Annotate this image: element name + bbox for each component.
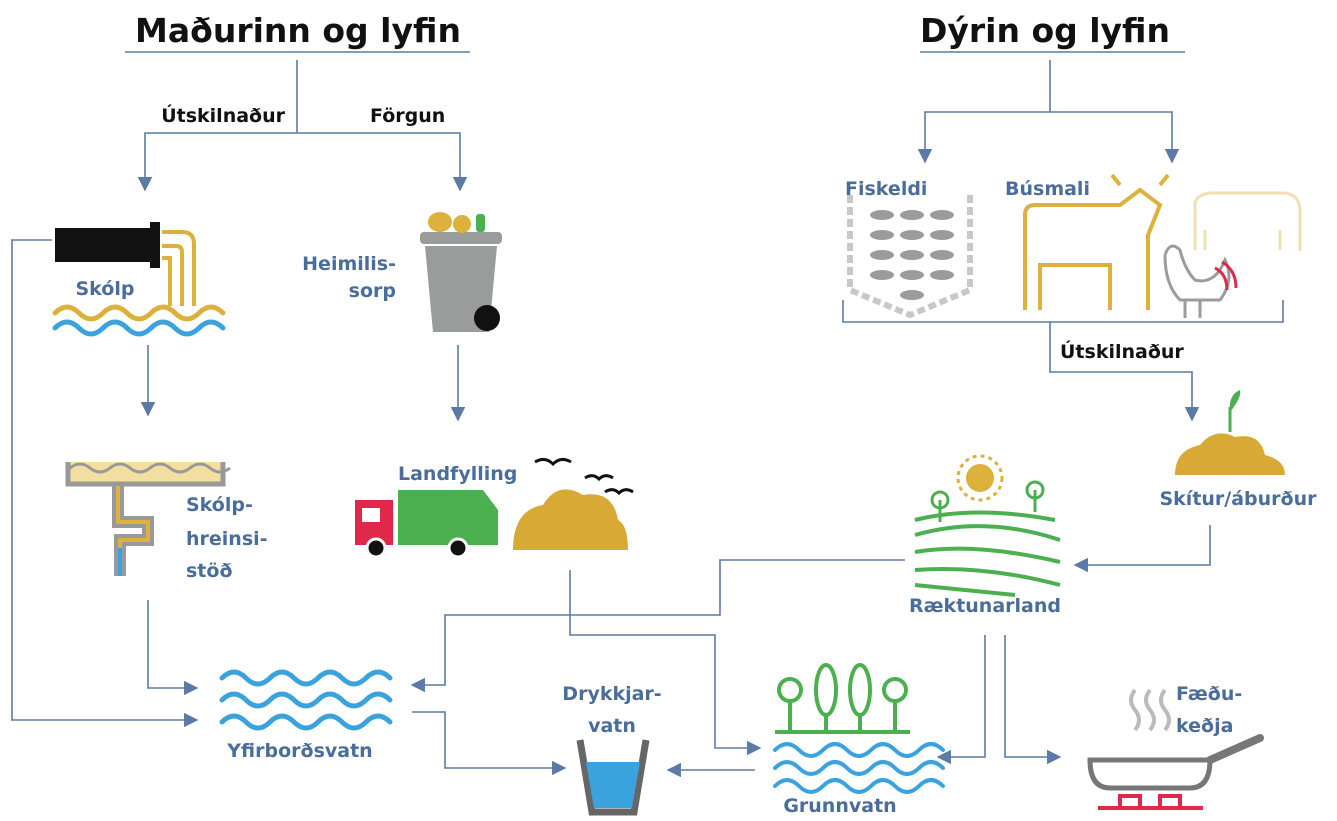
pipe (118, 486, 148, 576)
bin-wheel (474, 305, 500, 331)
pan-handle (1210, 738, 1260, 760)
wave (222, 716, 390, 728)
node-label: Búsmali (1005, 178, 1090, 200)
stems (940, 490, 1035, 522)
bag (428, 212, 452, 232)
pan (1090, 760, 1210, 788)
arrow (1050, 322, 1192, 420)
wheel (449, 539, 467, 557)
rooster (1165, 246, 1229, 318)
arrow (148, 600, 197, 688)
landfill-mound (513, 489, 628, 550)
title: Maðurinn og lyfin (135, 11, 461, 50)
farmland-icon (915, 456, 1060, 595)
connectors (12, 60, 1283, 770)
arrow (925, 112, 1050, 162)
drinking-water-icon (580, 740, 646, 812)
edge-label: Útskilnaður (1060, 339, 1184, 363)
wave (55, 322, 223, 334)
arrow (145, 133, 297, 190)
stove (1098, 796, 1203, 808)
pipe-flange (150, 222, 160, 268)
fish-school (870, 210, 954, 300)
node-label: hreinsi- (186, 528, 268, 550)
wave (775, 762, 943, 774)
wave (55, 307, 223, 319)
arrow (938, 635, 985, 757)
node-label: keðja (1176, 715, 1233, 737)
node-label: Grunnvatn (783, 795, 896, 817)
manure-heap (1175, 433, 1285, 475)
steam (1131, 690, 1169, 730)
node-label: Skólp- (186, 494, 253, 516)
diagram: Maðurinn og lyfin Dýrin og lyfin Útskiln… (0, 0, 1337, 821)
node-label: Skítur/áburður (1159, 488, 1317, 510)
truck-box (398, 490, 498, 545)
bin-lid (420, 232, 502, 244)
node-label: Heimilis- (302, 253, 396, 275)
fields (915, 513, 1060, 596)
arrow (297, 133, 460, 190)
food-chain-icon (1090, 690, 1260, 808)
treatment-icon (68, 462, 230, 576)
node-label: stöð (186, 560, 233, 582)
rooster-tail (1215, 262, 1236, 290)
pig (1195, 193, 1300, 251)
bin-icon (420, 212, 502, 332)
wave (775, 780, 943, 792)
wave (222, 672, 390, 684)
node-label: Fiskeldi (845, 178, 927, 200)
wave (222, 694, 390, 706)
node-label: Drykkjar- (562, 683, 661, 705)
node-label: vatn (588, 715, 636, 737)
surface-water-icon (222, 672, 390, 728)
groundwater-icon (775, 665, 943, 792)
pipe (55, 228, 155, 262)
arrow (1050, 112, 1172, 162)
truck-window (362, 508, 380, 522)
page: Lyf í umhverfinu {"titles": ["Maðurinn o… (0, 0, 1337, 821)
outflow (162, 232, 194, 306)
leaf (1230, 390, 1241, 412)
bracket (843, 300, 1283, 322)
arrow (1075, 525, 1210, 565)
node-label: Fæðu- (1176, 683, 1242, 705)
sun (966, 464, 994, 492)
fish-farm-icon (850, 195, 970, 315)
trees (775, 665, 910, 732)
node-label: Skólp (76, 278, 135, 300)
node-label: Landfylling (398, 463, 517, 485)
edge-label: Förgun (370, 105, 445, 127)
water (586, 762, 640, 808)
node-label: Ræktunarland (909, 595, 1061, 617)
wave (775, 744, 943, 756)
bottle (476, 214, 485, 232)
bag (453, 215, 471, 233)
birds (535, 459, 633, 493)
node-label: Yfirborðsvatn (226, 740, 372, 762)
title: Dýrin og lyfin (920, 11, 1170, 50)
body: Maðurinn og lyfin Dýrin og lyfin Útskiln… (0, 0, 1337, 821)
node-label: sorp (349, 280, 396, 302)
arrow (1005, 635, 1060, 757)
wheel (367, 539, 385, 557)
arrow (412, 712, 565, 768)
edge-label: Útskilnaður (161, 103, 285, 127)
